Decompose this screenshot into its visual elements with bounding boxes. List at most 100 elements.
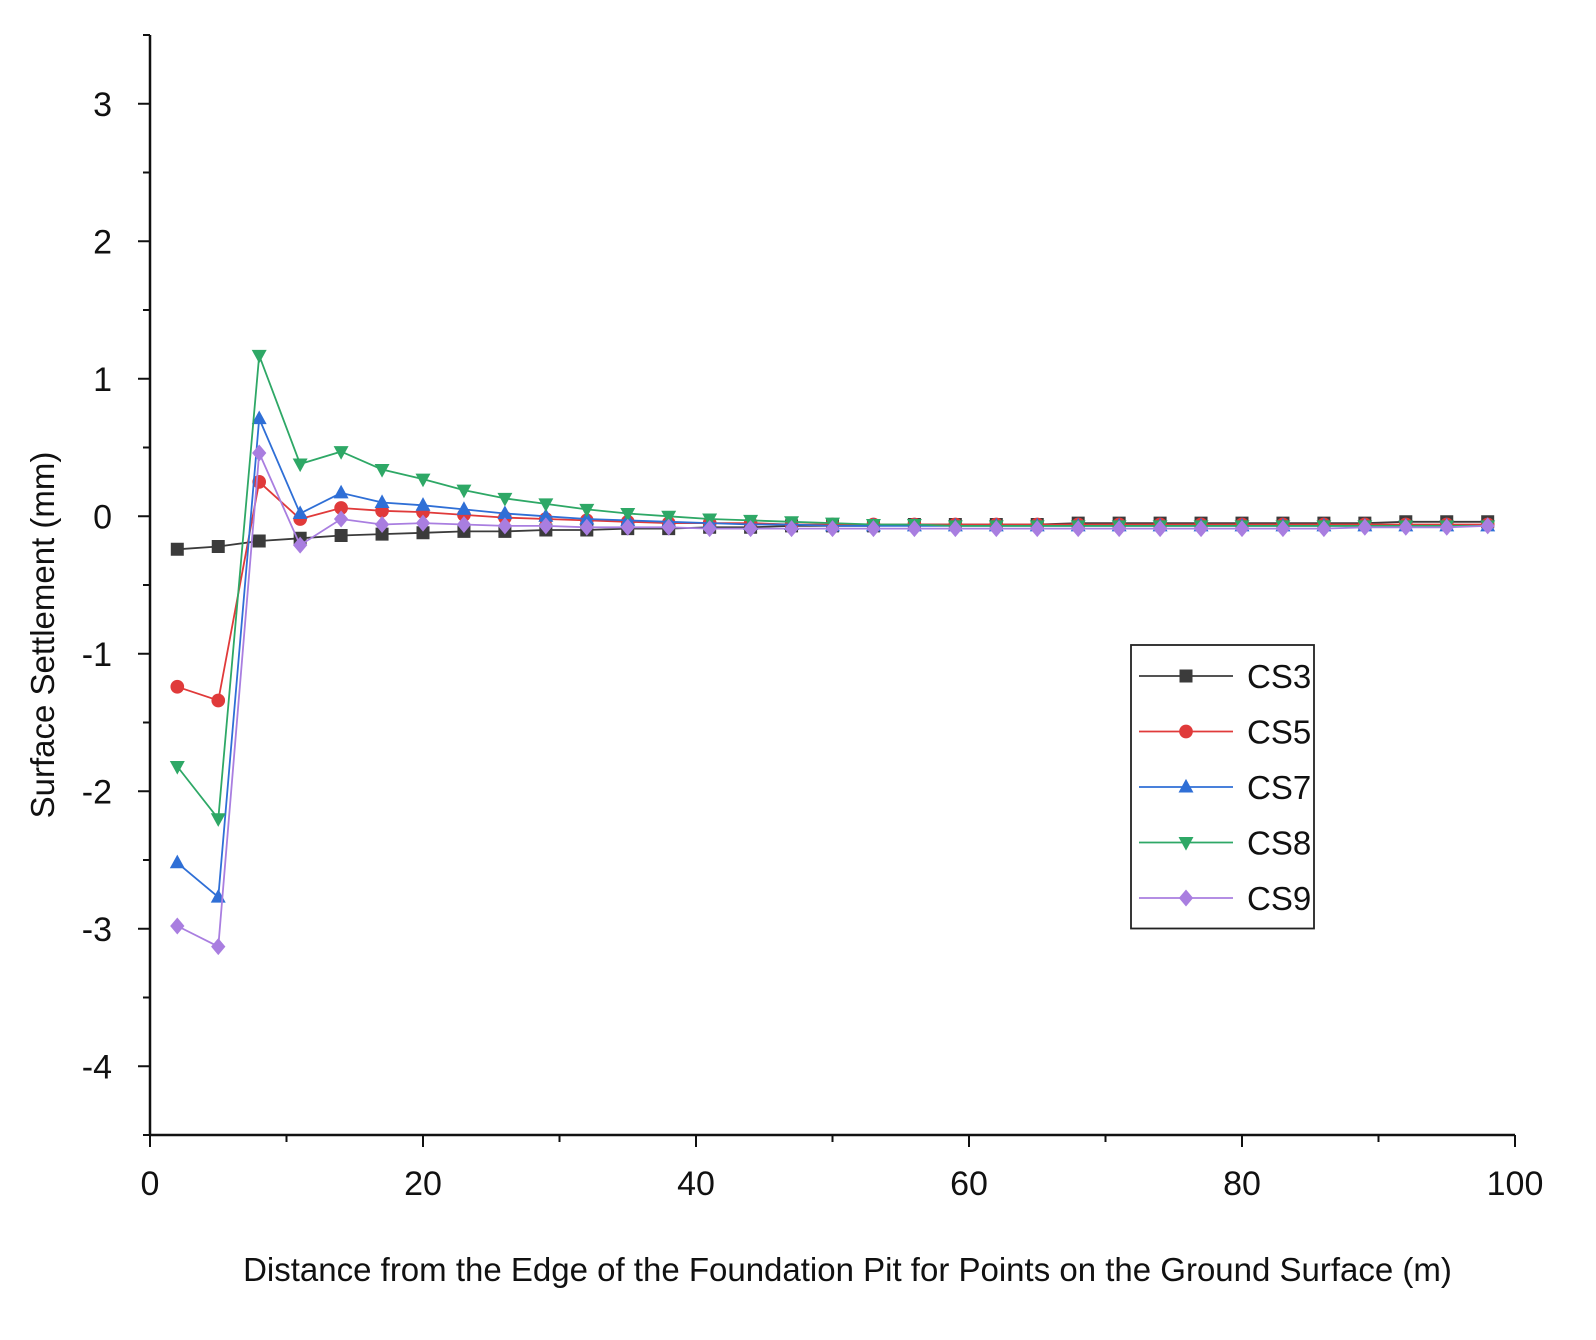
- data-point-cs8: [661, 510, 677, 525]
- data-point-cs7: [456, 501, 472, 515]
- data-point-cs7: [497, 505, 513, 520]
- data-point-cs8: [292, 458, 308, 473]
- y-tick-label: -4: [82, 1048, 112, 1086]
- data-point-cs3: [334, 529, 348, 542]
- data-point-cs9: [743, 520, 758, 538]
- data-point-cs9: [456, 516, 472, 533]
- axes: 0 20 40 60 80 100 -4 -3 -2 -1 0 1 2 3: [82, 34, 1544, 1203]
- data-point-cs9: [1398, 518, 1413, 536]
- y-tick-label: 3: [93, 86, 112, 124]
- data-point-cs9: [1480, 517, 1495, 535]
- legend-marker: [1178, 836, 1194, 851]
- data-point-cs7: [415, 497, 431, 511]
- data-point-cs3: [375, 527, 389, 541]
- legend-label: CS5: [1247, 714, 1311, 751]
- y-tick-label: -2: [82, 773, 112, 811]
- data-point-cs8: [374, 463, 390, 478]
- data-point-cs9: [1357, 518, 1372, 536]
- data-point-cs8: [415, 473, 431, 488]
- data-point-cs9: [1316, 520, 1332, 538]
- data-point-cs7: [251, 410, 267, 425]
- data-point-cs8: [210, 813, 226, 827]
- data-point-cs9: [374, 516, 390, 533]
- data-point-cs8: [497, 492, 513, 507]
- data-point-cs9: [661, 518, 676, 536]
- x-tick-label: 40: [677, 1165, 715, 1203]
- legend-marker: [1178, 889, 1194, 907]
- data-point-cs8: [620, 507, 636, 522]
- legend-entry-cs3: CS3: [1139, 658, 1311, 695]
- data-point-cs9: [1030, 520, 1045, 538]
- data-point-cs9: [538, 517, 553, 535]
- data-point-cs9: [825, 520, 840, 538]
- data-point-cs8: [456, 484, 472, 499]
- data-point-cs8: [169, 760, 185, 775]
- data-point-cs9: [1234, 520, 1250, 538]
- legend: CS3 CS5 CS7 CS8 CS9: [1130, 644, 1315, 930]
- x-tick-label: 100: [1487, 1165, 1544, 1203]
- x-tick-label: 20: [404, 1165, 442, 1203]
- data-point-cs7: [579, 510, 595, 525]
- y-tick-label: -3: [82, 911, 112, 949]
- data-point-cs3: [416, 526, 430, 540]
- series-cs9: [170, 444, 1495, 956]
- x-tick-label: 60: [950, 1165, 988, 1203]
- data-point-cs9: [784, 520, 799, 538]
- data-point-cs9: [211, 938, 226, 956]
- data-point-cs9: [1152, 520, 1168, 538]
- data-point-cs9: [1193, 520, 1209, 538]
- data-point-cs9: [1071, 520, 1086, 538]
- legend-label: CS8: [1247, 825, 1311, 862]
- data-point-cs9: [252, 444, 267, 462]
- data-point-cs5: [170, 679, 185, 694]
- x-axis-title: Distance from the Edge of the Foundation…: [243, 1251, 1452, 1288]
- y-tick-label: 1: [93, 361, 112, 399]
- data-point-cs9: [1275, 520, 1291, 538]
- legend-marker: [1179, 669, 1193, 683]
- data-point-cs9: [620, 518, 635, 536]
- y-axis-title: Surface Settlement (mm): [24, 452, 61, 819]
- y-tick-label: 0: [93, 498, 112, 536]
- x-tick-label: 80: [1223, 1165, 1261, 1203]
- y-tick-label: 2: [93, 223, 112, 261]
- data-point-cs7: [374, 494, 390, 509]
- data-point-cs9: [866, 520, 881, 538]
- legend-marker: [1179, 724, 1193, 739]
- legend-marker: [1178, 778, 1194, 793]
- legend-entry-cs5: CS5: [1139, 714, 1311, 751]
- data-point-cs7: [169, 854, 185, 869]
- data-point-cs9: [1112, 520, 1127, 538]
- data-point-cs9: [293, 536, 308, 554]
- data-point-cs7: [333, 484, 349, 499]
- data-point-cs8: [579, 503, 595, 518]
- legend-label: CS3: [1247, 658, 1311, 695]
- data-point-cs9: [170, 917, 185, 935]
- x-tick-label: 0: [141, 1165, 160, 1203]
- data-point-cs3: [211, 540, 225, 553]
- data-point-cs9: [579, 518, 594, 536]
- data-point-cs8: [333, 446, 349, 460]
- data-point-cs9: [1439, 518, 1454, 536]
- series-layer: [169, 349, 1496, 956]
- legend-entry-cs8: CS8: [1139, 825, 1311, 862]
- data-point-cs8: [538, 498, 554, 512]
- data-point-cs9: [907, 520, 922, 538]
- data-point-cs3: [252, 534, 266, 548]
- legend-entry-cs9: CS9: [1139, 880, 1311, 917]
- y-tick-label: -1: [82, 636, 112, 674]
- data-point-cs9: [989, 520, 1004, 538]
- data-point-cs9: [702, 520, 717, 538]
- data-point-cs9: [415, 514, 431, 532]
- legend-label: CS7: [1247, 769, 1311, 806]
- legend-label: CS9: [1247, 880, 1311, 917]
- data-point-cs7: [538, 508, 554, 522]
- data-point-cs9: [497, 517, 513, 535]
- legend-entry-cs7: CS7: [1139, 769, 1311, 806]
- data-point-cs5: [334, 501, 348, 515]
- data-point-cs3: [170, 542, 184, 556]
- data-point-cs5: [211, 693, 226, 708]
- data-point-cs7: [292, 505, 308, 520]
- data-point-cs8: [251, 349, 267, 364]
